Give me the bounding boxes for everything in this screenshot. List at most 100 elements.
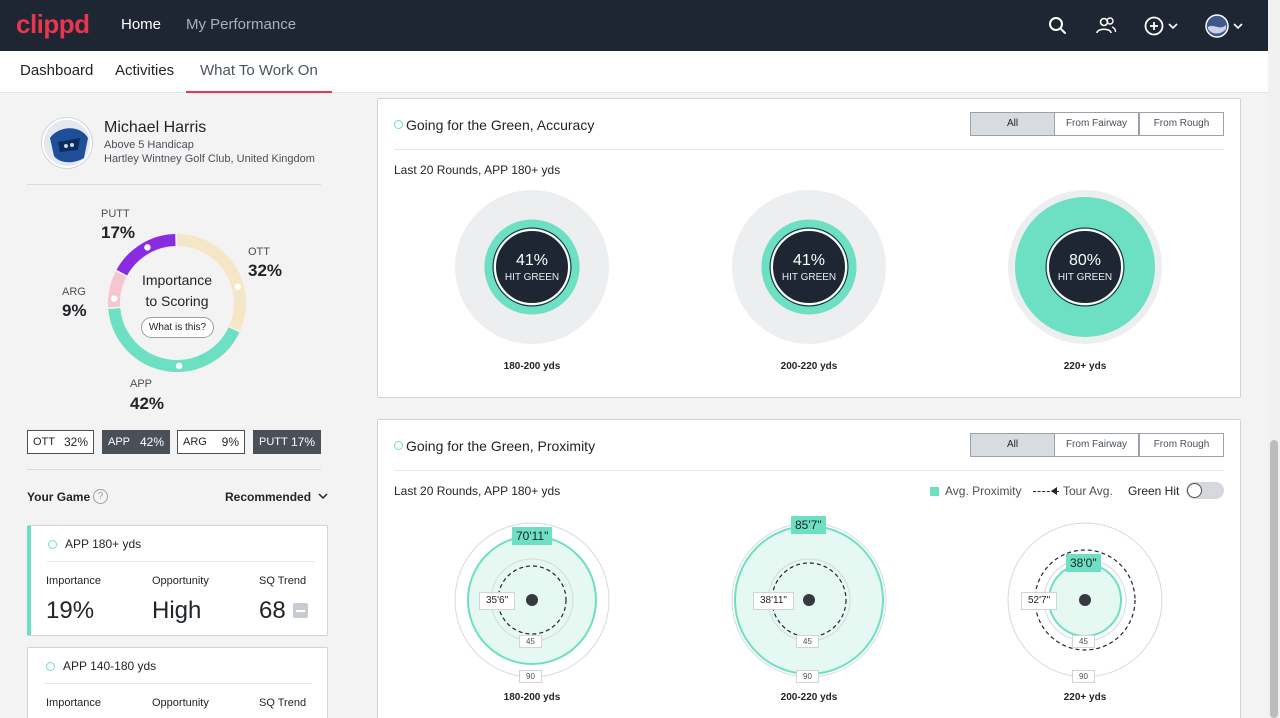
add-circle-icon[interactable]: [1141, 13, 1167, 39]
range-caption: 220+ yds: [1063, 692, 1107, 703]
accuracy-center-disc: [771, 229, 847, 305]
users-icon[interactable]: [1093, 13, 1119, 39]
chip-ott[interactable]: OTT 32%: [27, 430, 94, 454]
profile-avatar[interactable]: [1204, 13, 1230, 39]
donut-marker: [109, 293, 119, 304]
avg-proximity-legend: Avg. Proximity: [945, 484, 1022, 498]
importance-donut-chart: [108, 234, 246, 372]
importance-title: Importance to Scoring: [127, 270, 227, 312]
filter-all[interactable]: All: [970, 112, 1055, 136]
avg-proximity-swatch: [930, 487, 939, 496]
your-game-title: Your Game: [27, 490, 91, 504]
chip-value: 42%: [139, 435, 164, 449]
status-dot: [46, 662, 55, 671]
left-column: Michael Harris Above 5 Handicap Hartley …: [0, 93, 350, 718]
tab-activities[interactable]: Activities: [115, 62, 175, 79]
green-hit-label: Green Hit: [1128, 484, 1180, 498]
ring-45-tag: 45: [1072, 635, 1095, 648]
hit-green-pct: 80%: [1068, 252, 1102, 269]
arg-value: 9%: [62, 301, 87, 320]
importance-value: 19%: [46, 597, 95, 624]
card-title: APP 180+ yds: [65, 537, 142, 551]
filter-all[interactable]: All: [970, 433, 1055, 457]
accuracy-center-outline: [1045, 227, 1125, 307]
green-hit-toggle[interactable]: [1186, 482, 1224, 499]
tour-avg-tag: 38'11": [753, 592, 794, 610]
proximity-panel: Going for the Green, Proximity All From …: [377, 419, 1241, 718]
tab-dashboard[interactable]: Dashboard: [20, 62, 94, 79]
focus-card-app-180[interactable]: APP 180+ yds Importance Opportunity SQ T…: [27, 525, 328, 636]
putt-value: 17%: [101, 223, 136, 242]
help-icon[interactable]: ?: [93, 489, 108, 504]
importance-label: Importance: [46, 575, 102, 587]
filter-from-fairway[interactable]: From Fairway: [1054, 112, 1139, 136]
range-caption: 200-220 yds: [780, 361, 838, 372]
accuracy-panel: Going for the Green, Accuracy All From F…: [377, 98, 1241, 398]
tour-avg-tag: 52'7": [1021, 592, 1058, 610]
status-dot: [394, 441, 403, 450]
chip-label: PUTT: [259, 436, 288, 448]
accuracy-center-outline: [492, 227, 572, 307]
sq-trend-label: SQ Trend: [259, 575, 307, 587]
filter-from-fairway[interactable]: From Fairway: [1054, 433, 1139, 457]
filter-from-rough[interactable]: From Rough: [1139, 433, 1224, 457]
chip-label: OTT: [33, 436, 55, 448]
donut-segment-arg: [108, 271, 127, 308]
tour-avg-tag: 35'6": [479, 592, 516, 610]
range-caption: 180-200 yds: [503, 692, 561, 703]
proximity-target-200-220: [731, 522, 887, 678]
donut-marker: [233, 281, 243, 292]
sort-dropdown[interactable]: Recommended: [225, 490, 312, 504]
importance-label: Importance: [46, 697, 102, 709]
chevron-down-icon[interactable]: [1166, 13, 1180, 39]
app-label: APP: [130, 378, 153, 390]
nav-home[interactable]: Home: [121, 16, 162, 33]
tab-what-to-work-on[interactable]: What To Work On: [186, 51, 332, 93]
nav-my-performance[interactable]: My Performance: [186, 16, 297, 33]
opportunity-label: Opportunity: [152, 575, 209, 587]
divider: [27, 184, 321, 185]
accuracy-center-outline: [769, 227, 849, 307]
focus-card-app-140-180[interactable]: APP 140-180 yds Importance Opportunity S…: [27, 647, 328, 718]
clippd-logo[interactable]: clippd: [16, 9, 90, 39]
scrollbar-thumb[interactable]: [1270, 440, 1278, 718]
profile-chevron-icon[interactable]: [1231, 13, 1245, 39]
page-scrollbar[interactable]: [1268, 0, 1280, 718]
what-is-this-button[interactable]: What is this?: [141, 317, 214, 338]
filter-from-rough[interactable]: From Rough: [1139, 112, 1224, 136]
ring-90-tag: 90: [519, 670, 542, 683]
hit-green-label: HIT GREEN: [781, 272, 837, 283]
tour-avg-arrow-icon: [1051, 487, 1057, 495]
chip-value: 17%: [290, 435, 315, 449]
divider: [27, 469, 321, 470]
chip-arg[interactable]: ARG 9%: [177, 430, 245, 454]
chip-app[interactable]: APP 42%: [102, 430, 170, 454]
search-icon[interactable]: [1045, 13, 1071, 39]
chip-putt[interactable]: PUTT 17%: [253, 430, 321, 454]
range-caption: 180-200 yds: [503, 361, 561, 372]
hit-green-label: HIT GREEN: [1057, 272, 1113, 283]
chip-label: ARG: [183, 436, 207, 448]
range-caption: 200-220 yds: [780, 692, 838, 703]
donut-marker: [174, 361, 184, 371]
trend-neutral-icon: [293, 603, 308, 618]
accuracy-center-disc: [1047, 229, 1123, 305]
opportunity-label: Opportunity: [152, 697, 209, 709]
tour-avg-legend: Tour Avg.: [1063, 484, 1113, 498]
card-divider: [44, 683, 312, 684]
card-divider: [47, 561, 315, 562]
pin-marker: [1079, 594, 1091, 606]
app-value: 42%: [130, 394, 165, 413]
avg-proximity-tag: 38'0": [1066, 554, 1101, 572]
avg-proximity-tag: 85'7": [791, 516, 826, 534]
chip-value: 32%: [63, 435, 88, 449]
ring-45-tag: 45: [796, 635, 819, 648]
hit-green-label: HIT GREEN: [504, 272, 560, 283]
ring-45-tag: 45: [519, 635, 542, 648]
accuracy-ring-180-200: [455, 190, 609, 344]
donut-segment-app: [108, 307, 240, 372]
chevron-down-icon[interactable]: [317, 490, 329, 502]
importance-title-line2: to Scoring: [145, 293, 209, 309]
proximity-subtitle: Last 20 Rounds, APP 180+ yds: [394, 484, 561, 498]
card-title: APP 140-180 yds: [63, 659, 157, 673]
